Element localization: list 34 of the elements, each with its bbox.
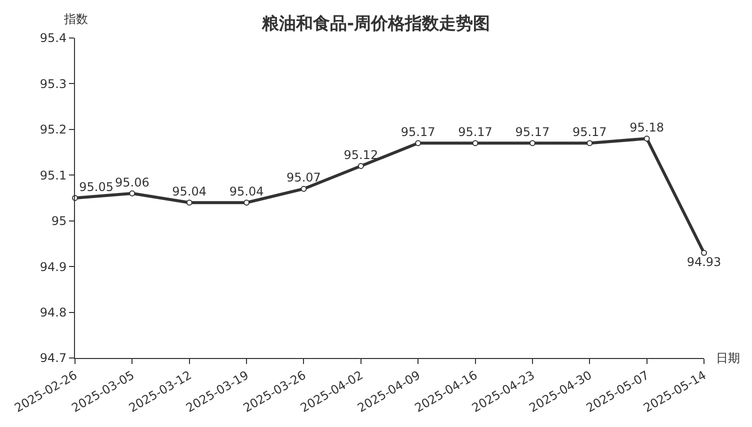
data-label: 95.06 xyxy=(115,175,150,190)
point xyxy=(529,140,536,146)
y-tick-label: 94.9 xyxy=(40,260,67,274)
data-label: 95.04 xyxy=(172,184,207,198)
data-label: 95.17 xyxy=(458,125,492,140)
data-label: 94.93 xyxy=(686,254,722,269)
data-label: 95.17 xyxy=(572,125,607,140)
y-tick-label: 95 xyxy=(51,214,67,228)
data-label: 95.17 xyxy=(400,125,436,140)
y-axis-title: 指数 xyxy=(63,12,88,26)
data-label: 95.17 xyxy=(515,125,550,140)
y-tick-label: 95.3 xyxy=(40,76,67,91)
point xyxy=(701,250,707,256)
point xyxy=(129,190,136,196)
point xyxy=(586,140,593,146)
point xyxy=(186,200,192,206)
data-label: 95.05 xyxy=(79,180,114,194)
point xyxy=(358,163,364,169)
x-axis-title: 日期 xyxy=(716,351,740,365)
y-tick-label: 95.4 xyxy=(40,31,67,46)
data-label: 95.04 xyxy=(229,184,264,198)
data-label: 95.12 xyxy=(344,148,378,162)
point xyxy=(244,200,250,206)
chart-title: 粮油和食品-周价格指数走势图 xyxy=(260,14,490,34)
y-tick-label: 95.2 xyxy=(40,122,67,137)
point xyxy=(300,186,307,192)
y-tick-label: 95.1 xyxy=(40,168,67,182)
y-tick-label: 94.8 xyxy=(40,305,67,320)
y-tick-label: 94.7 xyxy=(40,351,67,366)
data-label: 95.18 xyxy=(630,120,664,134)
point xyxy=(644,136,650,142)
data-label: 95.07 xyxy=(286,170,321,185)
point xyxy=(415,140,422,146)
point xyxy=(472,140,478,146)
